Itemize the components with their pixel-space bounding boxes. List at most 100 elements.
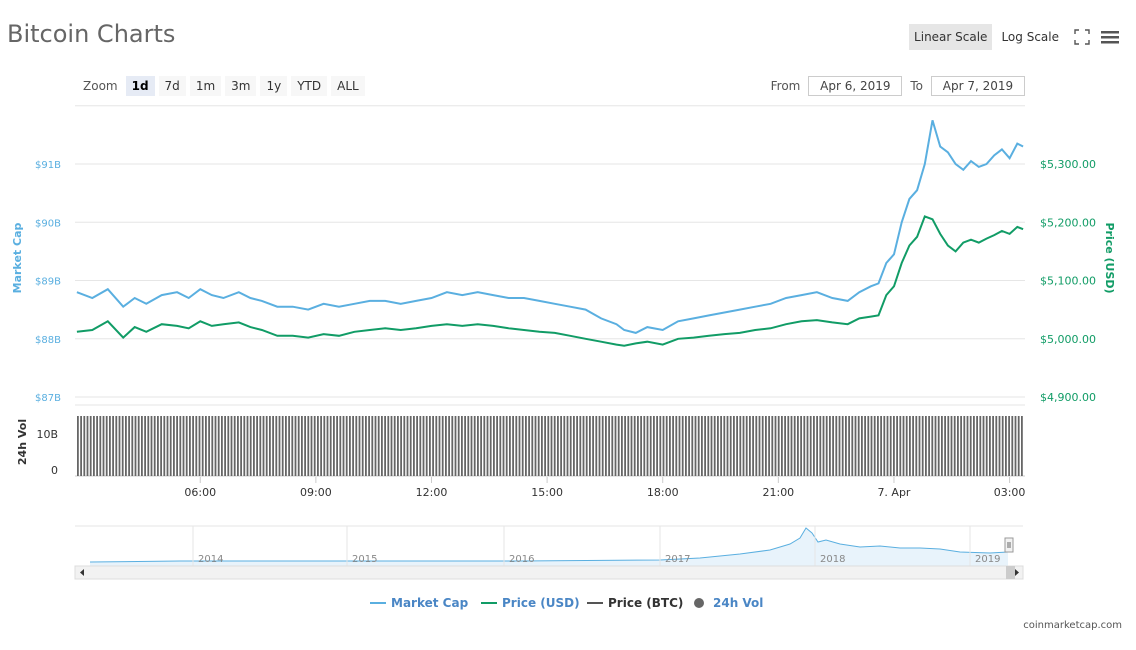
linear-scale-button[interactable]: Linear Scale [909, 24, 993, 50]
volume-bar [678, 416, 681, 476]
volume-bar [86, 416, 89, 476]
volume-bar [294, 416, 297, 476]
volume-bar [845, 416, 847, 476]
volume-tick-label: 0 [51, 464, 58, 477]
volume-bar [189, 416, 191, 476]
volume-bar [333, 416, 335, 476]
volume-bar [96, 416, 98, 476]
scroll-left-icon[interactable] [80, 569, 84, 576]
volume-tick-label: 10B [36, 428, 58, 441]
zoom-all-button[interactable]: ALL [331, 76, 365, 96]
volume-bar [765, 416, 767, 476]
legend-item-label[interactable]: Price (BTC) [608, 596, 683, 610]
volume-bar [576, 416, 578, 476]
volume-bar [653, 416, 655, 476]
volume-bar [211, 416, 214, 476]
volume-bar [947, 416, 950, 476]
volume-bar [909, 416, 911, 476]
volume-bar [461, 416, 463, 476]
legend-item-label[interactable]: 24h Vol [713, 596, 763, 610]
volume-bar [409, 416, 412, 476]
volume-bar [547, 416, 550, 476]
zoom-ytd-button[interactable]: YTD [291, 76, 328, 96]
volume-bar [1005, 416, 1007, 476]
volume-bar [851, 416, 854, 476]
from-date-input[interactable] [808, 76, 903, 96]
market-cap-line [76, 120, 1024, 334]
volume-bar [736, 416, 738, 476]
zoom-1m-button[interactable]: 1m [189, 76, 222, 96]
navigator-handle[interactable] [1004, 537, 1014, 553]
volume-bar [720, 416, 722, 476]
volume-bar [681, 416, 684, 476]
volume-bar [169, 416, 172, 476]
volume-bar [553, 416, 556, 476]
volume-bar [819, 416, 822, 476]
volume-bar [777, 416, 780, 476]
volume-bar [646, 416, 649, 476]
scroll-right-icon[interactable] [1015, 569, 1019, 576]
volume-bar [912, 416, 914, 476]
to-date-input[interactable] [931, 76, 1025, 96]
volume-bar [406, 416, 409, 476]
volume-bar [448, 416, 450, 476]
volume-bar [192, 416, 194, 476]
volume-bar [323, 416, 326, 476]
volume-bar [102, 416, 105, 476]
volume-bar [669, 416, 671, 476]
volume-bar [537, 416, 540, 476]
scrollbar-track[interactable] [74, 565, 1024, 580]
volume-bar [313, 416, 316, 476]
volume-bar [694, 416, 697, 476]
log-scale-button[interactable]: Log Scale [1001, 30, 1059, 44]
volume-bar [521, 416, 524, 476]
menu-icon[interactable] [1100, 27, 1120, 47]
volume-bar [598, 416, 601, 476]
volume-bar [493, 416, 495, 476]
volume-bar [470, 416, 473, 476]
volume-bar [886, 416, 889, 476]
volume-bar [320, 416, 322, 476]
zoom-1y-button[interactable]: 1y [260, 76, 288, 96]
volume-bar [717, 416, 719, 476]
volume-bar [857, 416, 860, 476]
volume-bar [77, 416, 79, 476]
price-usd-line [76, 215, 1024, 347]
volume-bar [358, 416, 361, 476]
volume-bar [201, 416, 204, 476]
volume-bar [467, 416, 470, 476]
fullscreen-icon[interactable] [1072, 27, 1092, 47]
volume-bar [83, 416, 86, 476]
volume-bar [880, 416, 882, 476]
volume-bar [787, 416, 790, 476]
zoom-7d-button[interactable]: 7d [158, 76, 186, 96]
volume-bar [790, 416, 793, 476]
volume-bar [710, 416, 713, 476]
source-credit: coinmarketcap.com [1023, 620, 1122, 631]
volume-bar [953, 416, 956, 476]
volume-bar [877, 416, 879, 476]
volume-bar [397, 416, 399, 476]
volume-bar [464, 416, 466, 476]
volume-bar [179, 416, 182, 476]
legend-item-label[interactable]: Price (USD) [502, 596, 580, 610]
zoom-1d-button[interactable]: 1d [125, 76, 155, 96]
zoom-3m-button[interactable]: 3m [225, 76, 257, 96]
volume-bar [921, 416, 924, 476]
volume-bar [137, 416, 140, 476]
volume-bar [329, 416, 332, 476]
volume-bar [217, 416, 220, 476]
left-tick-label: $88B [35, 335, 61, 346]
to-label: To [910, 79, 923, 93]
volume-bar [579, 416, 582, 476]
volume-bar [937, 416, 940, 476]
volume-bar [451, 416, 454, 476]
volume-bar [848, 416, 850, 476]
volume-bar [614, 416, 617, 476]
page-title: Bitcoin Charts [7, 20, 176, 48]
navigator-year-label: 2017 [665, 554, 690, 565]
scrollbar-thumb[interactable] [1006, 566, 1015, 579]
volume-bar [336, 416, 338, 476]
volume-bar [896, 416, 898, 476]
legend-item-label[interactable]: Market Cap [391, 596, 469, 610]
